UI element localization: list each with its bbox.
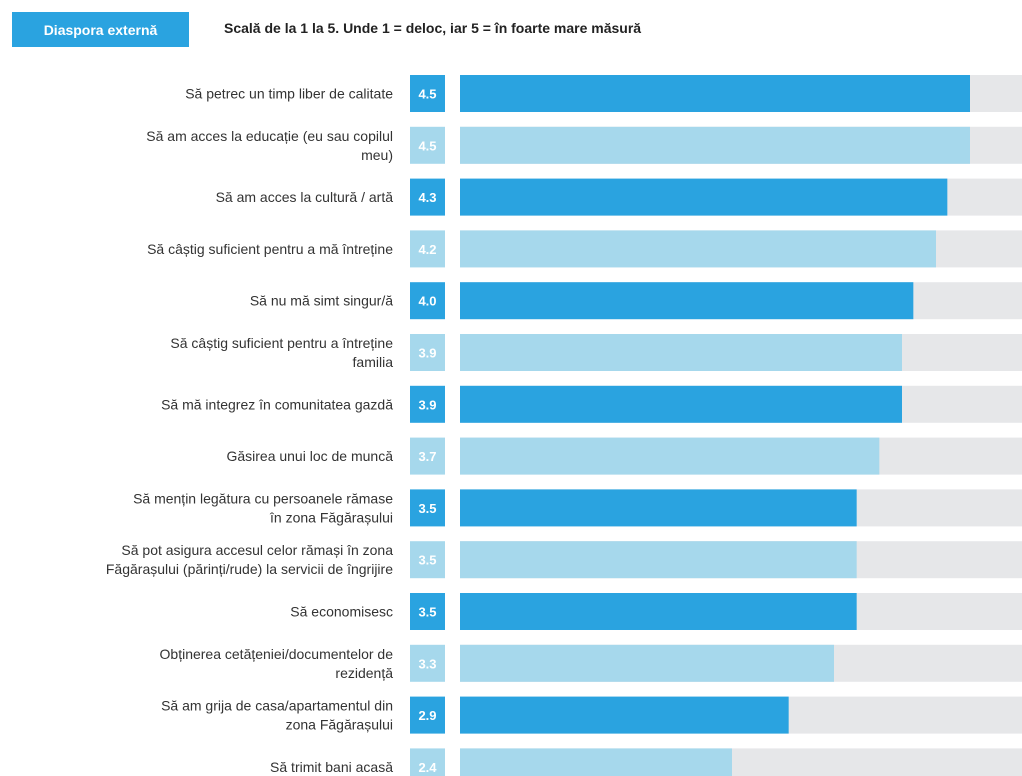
value-label: 3.3 (418, 656, 436, 671)
bar (460, 334, 902, 371)
value-box (410, 748, 445, 776)
value-box (410, 696, 445, 734)
value-label: 4.2 (418, 242, 436, 257)
value-label: 4.5 (418, 138, 436, 153)
category-label: Găsirea unui loc de muncă (226, 448, 393, 464)
bar (460, 696, 789, 734)
category-label: în zona Făgărașului (269, 509, 393, 525)
category-label: Să am acces la cultură / artă (216, 189, 394, 205)
value-box (410, 489, 445, 527)
value-label: 3.7 (418, 449, 436, 464)
category-label: Obținerea cetățeniei/documentelor de (160, 646, 394, 662)
category-label: rezidență (335, 665, 393, 681)
category-label: meu) (361, 147, 393, 163)
value-box (410, 282, 445, 320)
bar (460, 644, 834, 682)
value-box (410, 593, 445, 630)
value-label: 3.5 (418, 605, 436, 620)
bar (460, 282, 914, 320)
value-box (410, 75, 445, 112)
value-box (410, 178, 445, 216)
bar (460, 748, 732, 776)
value-box (410, 230, 445, 268)
bar (460, 178, 948, 216)
value-box (410, 334, 445, 371)
value-label: 3.9 (418, 397, 436, 412)
category-label: Să nu mă simt singur/ă (250, 293, 393, 309)
bar (460, 541, 857, 579)
category-label: Să economisesc (290, 604, 393, 620)
category-label: Să pot asigura accesul celor rămași în z… (121, 542, 393, 558)
value-box (410, 126, 445, 164)
value-label: 2.9 (418, 708, 436, 723)
category-label: Să petrec un timp liber de calitate (185, 86, 393, 102)
category-label: Să mă integrez în comunitatea gazdă (161, 396, 393, 412)
bar (460, 230, 936, 268)
category-label: Să trimit bani acasă (270, 759, 393, 775)
value-box (410, 385, 445, 423)
category-label: Să mențin legătura cu persoanele rămase (133, 490, 393, 506)
bar (460, 593, 857, 630)
bar (460, 437, 880, 475)
value-box (410, 644, 445, 682)
bar (460, 126, 970, 164)
value-box (410, 541, 445, 579)
bar (460, 75, 970, 112)
value-label: 4.3 (418, 190, 436, 205)
value-label: 2.4 (418, 760, 437, 775)
value-label: 3.5 (418, 501, 436, 516)
value-label: 4.5 (418, 87, 436, 102)
category-label: familia (353, 354, 394, 370)
bar (460, 385, 902, 423)
value-label: 3.5 (418, 553, 436, 568)
value-box (410, 437, 445, 475)
category-label: zona Făgărașului (286, 717, 393, 733)
category-label: Să câștig suficient pentru a mă întrețin… (147, 241, 393, 257)
category-label: Făgărașului (părinți/rude) la servicii d… (106, 561, 393, 577)
value-label: 3.9 (418, 346, 436, 361)
category-label: Să am acces la educație (eu sau copilul (146, 128, 393, 144)
category-label: Să am grija de casa/apartamentul din (161, 698, 393, 714)
category-label: Să câștig suficient pentru a întreține (170, 335, 393, 351)
scale-note: Scală de la 1 la 5. Unde 1 = deloc, iar … (224, 20, 642, 36)
value-label: 4.0 (418, 294, 436, 309)
segment-tag: Diaspora externă (12, 12, 189, 47)
bar (460, 489, 857, 527)
